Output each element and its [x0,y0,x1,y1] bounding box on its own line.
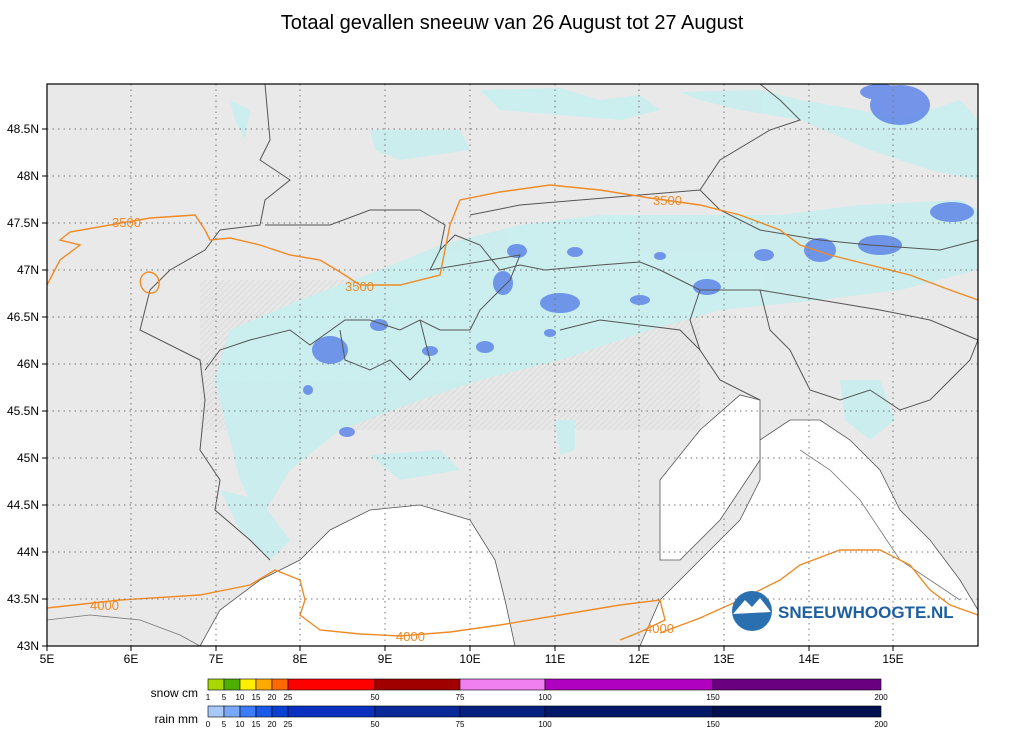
rain-legend-swatch [544,705,714,718]
lat-label: 46.5N [7,310,39,324]
rain-legend-swatch [223,705,241,718]
lat-label: 44.5N [7,498,39,512]
contour-label-3500-west: 3500 [112,215,141,230]
rain-legend-tick: 150 [706,720,720,729]
rain-legend-swatch [459,705,546,718]
snow-legend-tick: 5 [222,693,227,702]
lat-label: 47N [17,263,39,277]
rain-color-bar [207,705,882,718]
map-title: Totaal gevallen sneeuw van 26 August tot… [280,12,744,34]
snow-color-bar [207,678,882,691]
snow-legend-tick: 25 [284,693,293,702]
rain-legend-tick: 15 [252,720,261,729]
lon-label: 9E [378,652,393,666]
snow-legend-tick: 100 [538,693,552,702]
snow-legend-swatch [207,678,225,691]
contour-labels: 3500 3500 3500 4000 4000 4000 [90,193,682,644]
logo-mountain-icon [733,598,771,614]
rain-legend-tick: 50 [371,720,380,729]
snow-heavy-areas [303,84,974,437]
lat-label: 45.5N [7,404,39,418]
rain-legend-tick: 100 [538,720,552,729]
contour-label-4000-west: 4000 [90,598,119,613]
contour-label-3500-center: 3500 [345,279,374,294]
snow-legend-swatch [544,678,714,691]
snow-legend-swatch [287,678,376,691]
logo-text: SNEEUWHOOGTE.NL [778,603,954,622]
lat-label: 47.5N [7,216,39,230]
snow-legend-tick: 75 [456,693,465,702]
rain-legend-swatch [207,705,225,718]
height-contours [46,184,979,641]
rain-legend-swatch [712,705,882,718]
lon-label: 11E [545,652,565,666]
rain-legend-tick: 25 [284,720,293,729]
lon-labels: 5E 6E 7E 8E 9E 10E 11E 12E 13E 14E 15E [40,652,904,666]
rain-legend-swatch [374,705,461,718]
lat-label: 48.5N [7,122,39,136]
rain-legend-tick: 0 [206,720,211,729]
rain-legend: rain mm 0 5 10 15 20 25 50 75 100 150 200 [155,705,888,729]
sneeuwhoogte-logo: SNEEUWHOOGTE.NL [732,591,954,631]
lat-label: 45N [17,451,39,465]
lat-labels: 43N 43.5N 44N 44.5N 45N 45.5N 46N 46.5N … [7,122,39,653]
graticule [47,84,978,646]
rain-legend-tick: 200 [874,720,888,729]
rain-legend-swatch [287,705,376,718]
snow-legend-tick: 1 [206,693,211,702]
rain-legend-swatch [239,705,257,718]
snow-legend-tick: 20 [268,693,277,702]
lon-label: 7E [209,652,224,666]
map-frame [46,83,979,647]
snow-legend-tick: 150 [706,693,720,702]
snow-legend-swatch [271,678,289,691]
snow-legend-tick: 50 [371,693,380,702]
rain-legend-tick: 10 [236,720,245,729]
gulf-of-venice [659,394,761,561]
snow-legend-swatch [223,678,241,691]
contour-label-4000-east: 4000 [645,621,674,636]
coastline [46,449,961,647]
rain-legend-tick: 5 [222,720,227,729]
lon-label: 6E [124,652,139,666]
contour-label-3500-east: 3500 [653,193,682,208]
rain-legend-label: rain mm [155,712,198,726]
snow-legend-tick: 15 [252,693,261,702]
snow-legend-tick: 10 [236,693,245,702]
axis-ticks [42,128,894,651]
lat-label: 43N [17,639,39,653]
snow-legend-swatch [712,678,882,691]
lon-label: 14E [798,652,819,666]
lon-label: 15E [882,652,903,666]
snow-legend-tick: 200 [874,693,888,702]
lon-label: 13E [713,652,734,666]
lat-label: 46N [17,357,39,371]
lon-label: 12E [628,652,649,666]
rain-legend-tick: 75 [456,720,465,729]
ligurian-sea [199,504,516,647]
rain-legend-swatch [271,705,289,718]
snow-legend-swatch [255,678,273,691]
adriatic-sea [639,419,979,647]
lat-label: 43.5N [7,592,39,606]
snow-legend: snow cm 1 5 10 15 20 25 50 75 100 150 200 [151,678,888,702]
rain-tick-labels: 0 5 10 15 20 25 50 75 100 150 200 [206,720,888,729]
rain-legend-swatch [255,705,273,718]
snow-legend-swatch [239,678,257,691]
lat-label: 48N [17,169,39,183]
contour-label-4000-center: 4000 [396,629,425,644]
snow-legend-swatch [374,678,461,691]
lon-label: 8E [293,652,308,666]
snow-tick-labels: 1 5 10 15 20 25 50 75 100 150 200 [206,693,888,702]
lon-label: 10E [459,652,480,666]
rain-legend-tick: 20 [268,720,277,729]
lat-label: 44N [17,545,39,559]
lon-label: 5E [40,652,55,666]
snow-legend-swatch [459,678,546,691]
snow-legend-label: snow cm [151,686,198,700]
